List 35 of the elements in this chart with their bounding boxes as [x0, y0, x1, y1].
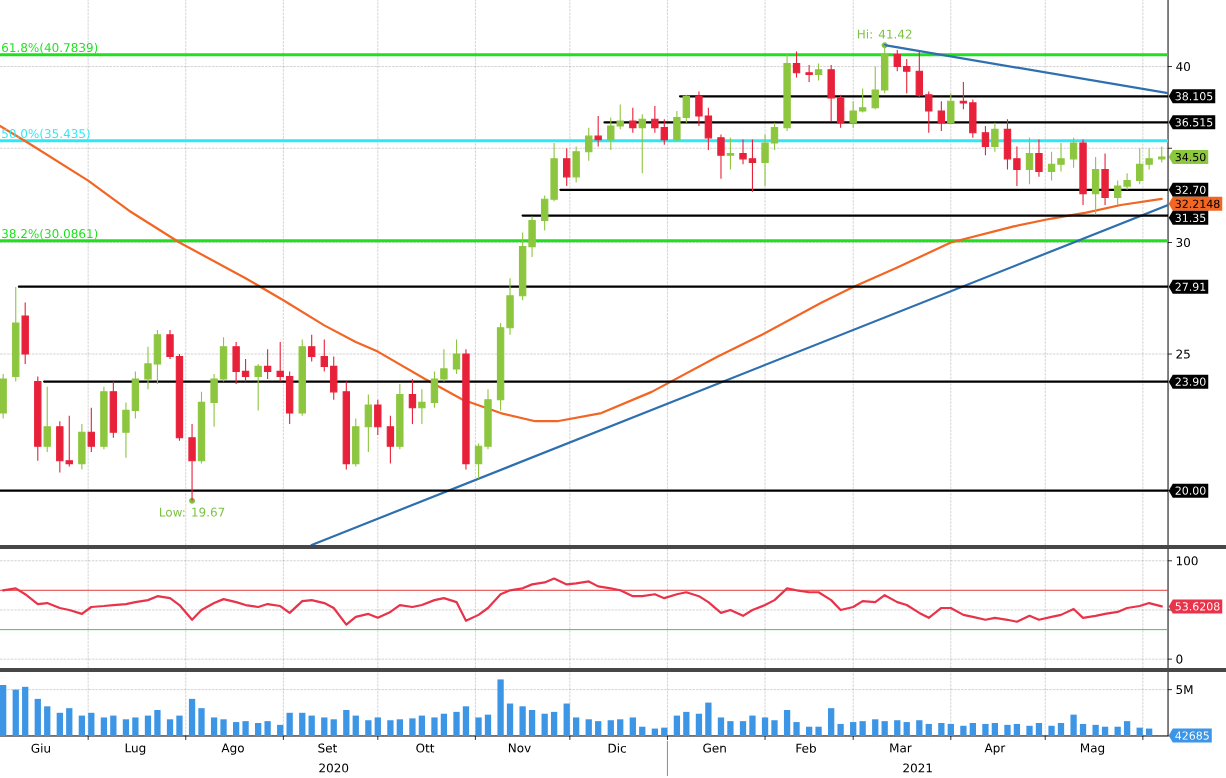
- data-label: 32.70: [1175, 185, 1206, 195]
- y-tick-label: 30: [1176, 237, 1191, 248]
- x-tick-label: Lug: [125, 743, 146, 755]
- data-label: 38.105: [1175, 92, 1213, 101]
- x-tick-label: Gen: [703, 743, 726, 753]
- x-tick-label: Ott: [416, 743, 435, 753]
- y-tick-label: 100: [1176, 556, 1198, 566]
- x-tick-label: Giu: [31, 743, 50, 753]
- y-tick-label: 0: [1176, 654, 1183, 664]
- text: 2020: [319, 763, 349, 773]
- x-tick-label: Set: [318, 743, 337, 753]
- y-tick-label: 40: [1176, 62, 1191, 72]
- text: 34.50: [1175, 152, 1206, 162]
- y-tick-label: 25: [1176, 349, 1190, 359]
- ref-line-label: 38.2%(30.0861): [2, 228, 98, 240]
- data-label: 32.2148: [1175, 199, 1220, 209]
- annotation: Low: 19.67: [160, 507, 225, 517]
- text: 2021: [903, 763, 932, 773]
- x-tick-label: Apr: [984, 743, 1006, 755]
- data-label: 23.90: [1175, 377, 1206, 386]
- data-label: 36.515: [1175, 118, 1213, 127]
- x-tick-label: Nov: [508, 743, 531, 753]
- x-tick-label: Mag: [1080, 743, 1105, 755]
- ref-line-label: 61.8%(40.7839): [2, 42, 98, 54]
- data-label: 31.35: [1175, 213, 1206, 223]
- x-tick-label: Mar: [890, 743, 912, 753]
- x-tick-label: Dic: [608, 743, 626, 753]
- x-tick-label: Ago: [221, 743, 244, 755]
- data-label: 27.91: [1175, 282, 1206, 291]
- annotation: 42685: [1175, 731, 1209, 740]
- data-label: 53.6208: [1175, 602, 1220, 611]
- data-label: 20.00: [1175, 486, 1206, 495]
- annotation: Hi: 41.42: [857, 29, 912, 39]
- y-tick-label: 5M: [1176, 685, 1193, 695]
- x-tick-label: Feb: [796, 743, 816, 753]
